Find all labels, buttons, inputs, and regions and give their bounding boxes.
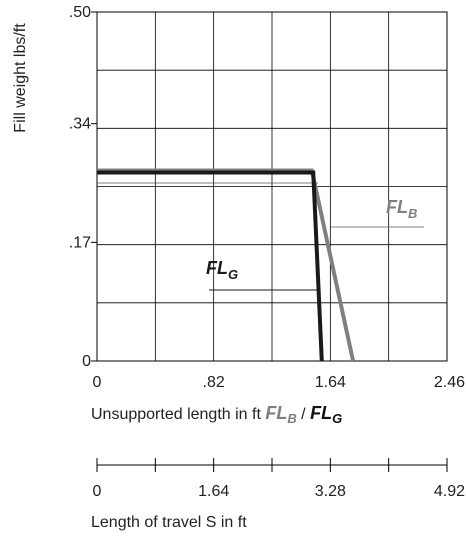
y-tick-label-0: 0 bbox=[82, 353, 91, 370]
series-label-fl-g: FLG bbox=[206, 258, 318, 291]
series-label-fl-b-sub: B bbox=[408, 206, 417, 221]
y-tick-label-3: .50 bbox=[69, 4, 91, 21]
x-axis-title-flg: FL bbox=[310, 403, 332, 423]
y-tick-label-2: .34 bbox=[69, 116, 91, 133]
grid bbox=[96, 11, 448, 362]
series-label-fl-b-main: FL bbox=[386, 197, 408, 217]
travel-axis: 0 1.64 3.28 4.92 bbox=[93, 458, 465, 500]
x2-tick-label-3: 4.92 bbox=[434, 483, 465, 500]
y-tick-label-1: .17 bbox=[69, 234, 91, 251]
svg-text:FLG: FLG bbox=[206, 258, 238, 282]
series-label-fl-b: FLB bbox=[331, 197, 424, 228]
x-tick-label-1: .82 bbox=[203, 374, 225, 391]
y-axis-title: Fill weight lbs/ft bbox=[12, 23, 29, 133]
x2-axis-title: Length of travel S in ft bbox=[91, 514, 247, 531]
series-label-fl-g-main: FL bbox=[206, 258, 228, 278]
x-axis-title-prefix: Unsupported length in ft bbox=[91, 406, 261, 423]
svg-text:FLB: FLB bbox=[386, 197, 417, 221]
x-axis-title-flg-sub: G bbox=[332, 411, 342, 426]
x-axis-title-flb: FL bbox=[265, 403, 287, 423]
x2-tick-label-2: 3.28 bbox=[315, 483, 346, 500]
x-axis-title: Unsupported length in ft FLB / FLG bbox=[91, 403, 342, 426]
x2-tick-label-1: 1.64 bbox=[198, 483, 229, 500]
series-line-fl-b bbox=[97, 168, 356, 362]
series-label-fl-g-sub: G bbox=[228, 267, 238, 282]
x2-tick-label-0: 0 bbox=[93, 483, 102, 500]
x-axis-title-flb-sub: B bbox=[287, 411, 296, 426]
x-tick-labels: 0 .82 1.64 2.46 bbox=[93, 374, 466, 391]
x-tick-label-2: 1.64 bbox=[315, 374, 346, 391]
x-tick-label-3: 2.46 bbox=[434, 374, 465, 391]
x-tick-label-0: 0 bbox=[93, 374, 102, 391]
series-lines bbox=[97, 168, 356, 362]
y-tick-labels: 0 .17 .34 .50 bbox=[69, 4, 97, 370]
series-line-fl-g bbox=[97, 170, 324, 362]
